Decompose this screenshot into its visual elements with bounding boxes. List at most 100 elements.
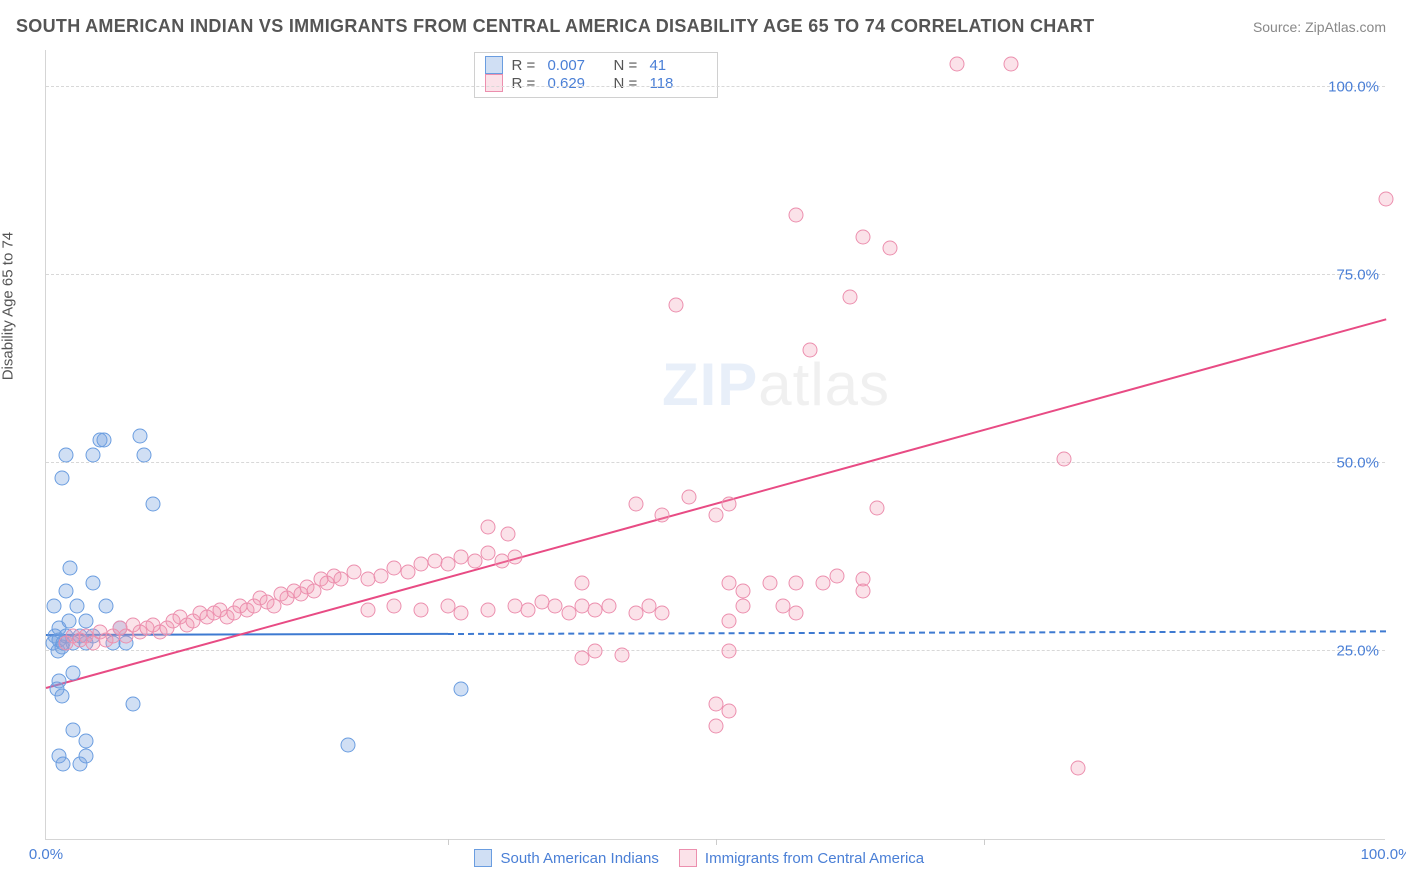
- point-pink: [682, 489, 697, 504]
- legend-R-value: 0.629: [547, 75, 605, 92]
- point-blue: [69, 598, 84, 613]
- trend-line-blue-dashed: [448, 630, 1386, 635]
- point-pink: [709, 508, 724, 523]
- point-pink: [1070, 760, 1085, 775]
- point-pink: [843, 290, 858, 305]
- y-tick-label: 100.0%: [1328, 78, 1379, 95]
- legend-swatch-blue: [485, 56, 503, 74]
- point-pink: [521, 602, 536, 617]
- point-pink: [829, 568, 844, 583]
- legend-swatch-blue: [474, 849, 492, 867]
- point-pink: [508, 549, 523, 564]
- point-blue: [126, 696, 141, 711]
- title-row: SOUTH AMERICAN INDIAN VS IMMIGRANTS FROM…: [10, 10, 1396, 43]
- watermark-atlas: atlas: [758, 351, 890, 418]
- legend-bottom-item: Immigrants from Central America: [679, 849, 924, 867]
- legend-swatch-pink: [679, 849, 697, 867]
- legend-top-row: R = 0.007 N = 41: [485, 56, 707, 74]
- watermark: ZIPatlas: [662, 350, 890, 419]
- point-pink: [709, 719, 724, 734]
- point-pink: [1003, 57, 1018, 72]
- point-blue: [65, 666, 80, 681]
- point-blue: [55, 689, 70, 704]
- watermark-zip: ZIP: [662, 351, 758, 418]
- point-blue: [55, 470, 70, 485]
- x-tick-label: 100.0%: [1361, 846, 1406, 863]
- point-blue: [61, 613, 76, 628]
- point-pink: [1379, 192, 1394, 207]
- point-blue: [146, 497, 161, 512]
- point-pink: [789, 606, 804, 621]
- point-blue: [96, 433, 111, 448]
- point-blue: [47, 598, 62, 613]
- point-pink: [789, 207, 804, 222]
- y-tick-label: 25.0%: [1336, 642, 1379, 659]
- point-pink: [789, 576, 804, 591]
- point-pink: [360, 602, 375, 617]
- point-pink: [722, 613, 737, 628]
- point-pink: [601, 598, 616, 613]
- point-pink: [414, 602, 429, 617]
- point-blue: [52, 674, 67, 689]
- point-pink: [387, 598, 402, 613]
- point-blue: [56, 756, 71, 771]
- legend-swatch-pink: [485, 74, 503, 92]
- point-pink: [869, 500, 884, 515]
- x-minor-tick: [448, 839, 449, 845]
- y-axis-label: Disability Age 65 to 74: [0, 232, 17, 380]
- plot-area: ZIPatlas R =0.007N =41R =0.629N =118 Sou…: [45, 50, 1385, 840]
- point-pink: [1057, 452, 1072, 467]
- point-pink: [816, 576, 831, 591]
- point-blue: [132, 429, 147, 444]
- legend-top-row: R =0.629N =118: [485, 74, 707, 92]
- point-pink: [575, 576, 590, 591]
- point-pink: [454, 606, 469, 621]
- legend-bottom-item: South American Indians: [474, 849, 658, 867]
- point-pink: [628, 497, 643, 512]
- gridline-h: [46, 86, 1385, 87]
- point-pink: [588, 643, 603, 658]
- chart-title: SOUTH AMERICAN INDIAN VS IMMIGRANTS FROM…: [16, 16, 1094, 37]
- point-pink: [856, 230, 871, 245]
- x-minor-tick: [984, 839, 985, 845]
- legend-N-label: N =: [613, 57, 641, 74]
- point-pink: [628, 606, 643, 621]
- point-pink: [856, 583, 871, 598]
- point-pink: [668, 297, 683, 312]
- point-pink: [722, 704, 737, 719]
- y-tick-label: 50.0%: [1336, 454, 1379, 471]
- source-label: Source: ZipAtlas.com: [1253, 19, 1386, 35]
- chart-container: SOUTH AMERICAN INDIAN VS IMMIGRANTS FROM…: [0, 0, 1406, 892]
- point-blue: [79, 613, 94, 628]
- point-pink: [762, 576, 777, 591]
- point-blue: [454, 681, 469, 696]
- point-blue: [136, 448, 151, 463]
- point-blue: [65, 722, 80, 737]
- gridline-h: [46, 274, 1385, 275]
- point-pink: [501, 527, 516, 542]
- x-minor-tick: [716, 839, 717, 845]
- point-blue: [85, 448, 100, 463]
- legend-top: R =0.007N =41R =0.629N =118: [474, 52, 718, 98]
- point-blue: [79, 734, 94, 749]
- legend-N-value: 41: [649, 57, 707, 74]
- point-blue: [59, 583, 74, 598]
- y-tick-label: 75.0%: [1336, 266, 1379, 283]
- legend-R-value: 0.007: [547, 57, 605, 74]
- x-tick-label: 0.0%: [29, 846, 63, 863]
- legend-bottom: South American Indians Immigrants from Ce…: [474, 849, 924, 867]
- point-pink: [950, 57, 965, 72]
- point-pink: [655, 606, 670, 621]
- legend-R-label: R =: [511, 57, 539, 74]
- gridline-h: [46, 650, 1385, 651]
- point-blue: [99, 598, 114, 613]
- point-pink: [735, 583, 750, 598]
- legend-N-label: N =: [613, 75, 641, 92]
- legend-bottom-label: Immigrants from Central America: [705, 850, 924, 867]
- point-pink: [883, 241, 898, 256]
- gridline-h: [46, 462, 1385, 463]
- point-pink: [481, 602, 496, 617]
- point-pink: [615, 647, 630, 662]
- legend-bottom-label: South American Indians: [500, 850, 658, 867]
- point-blue: [59, 448, 74, 463]
